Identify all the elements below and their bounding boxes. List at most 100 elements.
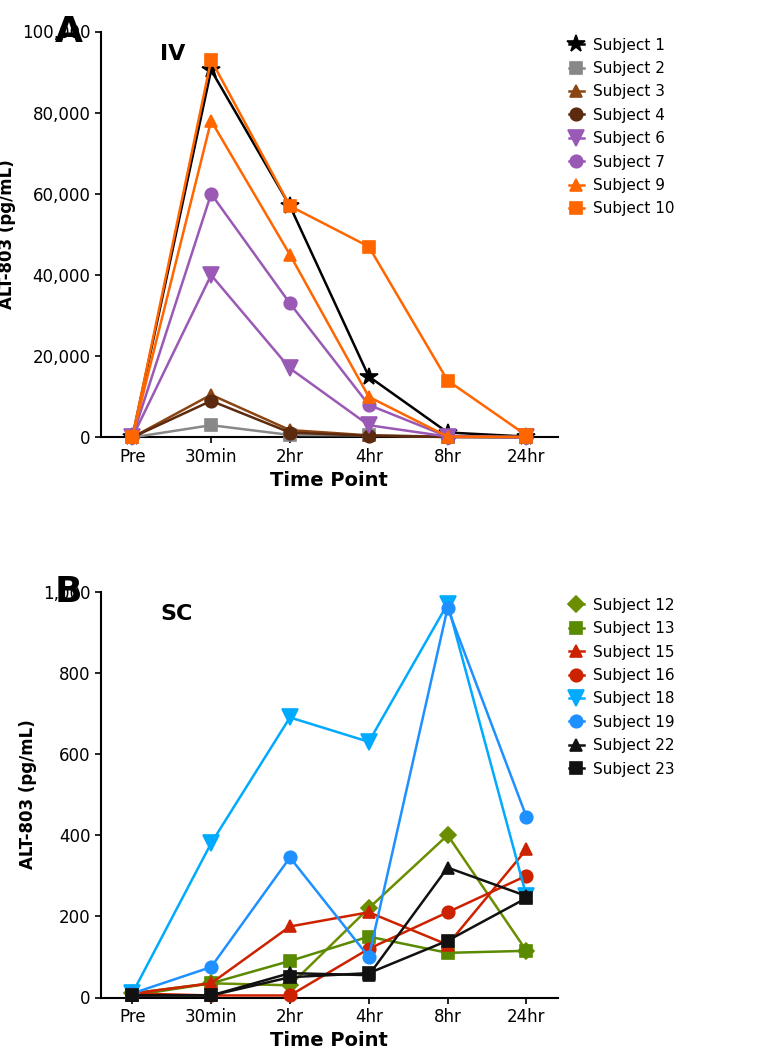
Subject 9 [206, 114, 215, 127]
Line: Subject 23: Subject 23 [127, 892, 532, 1001]
Subject 19 [206, 961, 215, 973]
Subject 16 [285, 989, 294, 1002]
Subject 1 [443, 426, 453, 439]
Subject 7 [285, 297, 294, 310]
Subject 23 [364, 967, 374, 980]
Subject 10 [364, 240, 374, 253]
Subject 13 [128, 989, 137, 1002]
Subject 3 [206, 388, 215, 401]
Y-axis label: ALT-803 (pg/mL): ALT-803 (pg/mL) [0, 160, 16, 310]
Subject 1 [128, 432, 137, 444]
Subject 18 [206, 837, 215, 849]
Line: Subject 4: Subject 4 [126, 395, 532, 444]
Subject 3 [364, 429, 374, 442]
Subject 7 [128, 432, 137, 444]
Subject 6 [285, 362, 294, 375]
Subject 18 [128, 987, 137, 1000]
Subject 16 [364, 943, 374, 956]
Subject 13 [285, 954, 294, 967]
Subject 23 [206, 989, 215, 1002]
Subject 10 [443, 374, 453, 386]
Subject 9 [522, 430, 531, 443]
Line: Subject 7: Subject 7 [126, 188, 532, 444]
Subject 15 [364, 906, 374, 919]
Subject 3 [522, 430, 531, 443]
Subject 15 [128, 987, 137, 1000]
Subject 15 [443, 939, 453, 951]
Subject 19 [285, 852, 294, 864]
Subject 9 [285, 249, 294, 261]
Subject 13 [206, 976, 215, 989]
Subject 1 [206, 64, 215, 77]
Subject 18 [364, 735, 374, 748]
Subject 15 [522, 843, 531, 856]
Line: Subject 3: Subject 3 [126, 388, 532, 444]
Subject 6 [364, 419, 374, 432]
Subject 10 [206, 54, 215, 66]
Subject 10 [285, 200, 294, 212]
Y-axis label: ALT-803 (pg/mL): ALT-803 (pg/mL) [19, 719, 37, 869]
X-axis label: Time Point: Time Point [270, 1031, 388, 1050]
Subject 10 [128, 432, 137, 444]
Text: SC: SC [160, 604, 192, 624]
Line: Subject 2: Subject 2 [127, 420, 532, 443]
Subject 10 [522, 429, 531, 442]
Subject 13 [522, 945, 531, 958]
Line: Subject 6: Subject 6 [125, 268, 534, 445]
Subject 2 [285, 428, 294, 441]
Subject 7 [443, 430, 453, 443]
Subject 4 [128, 432, 137, 444]
Line: Subject 13: Subject 13 [127, 931, 532, 1001]
Subject 4 [364, 429, 374, 442]
Line: Subject 9: Subject 9 [126, 114, 532, 444]
Subject 12 [285, 979, 294, 991]
Subject 6 [522, 430, 531, 443]
X-axis label: Time Point: Time Point [270, 471, 388, 490]
Subject 16 [206, 989, 215, 1002]
Subject 16 [443, 906, 453, 919]
Subject 23 [522, 891, 531, 904]
Subject 4 [285, 426, 294, 439]
Line: Subject 15: Subject 15 [126, 843, 532, 1000]
Subject 2 [206, 419, 215, 432]
Subject 18 [443, 597, 453, 610]
Subject 6 [128, 432, 137, 444]
Subject 12 [206, 976, 215, 989]
Subject 15 [285, 920, 294, 932]
Subject 6 [206, 269, 215, 281]
Subject 16 [128, 987, 137, 1000]
Subject 22 [364, 969, 374, 982]
Subject 1 [364, 371, 374, 383]
Line: Subject 22: Subject 22 [126, 861, 532, 1002]
Line: Subject 12: Subject 12 [127, 830, 532, 999]
Subject 2 [443, 430, 453, 443]
Subject 12 [522, 945, 531, 958]
Subject 19 [128, 987, 137, 1000]
Subject 2 [128, 432, 137, 444]
Text: B: B [55, 575, 82, 609]
Line: Subject 18: Subject 18 [125, 596, 534, 1001]
Subject 23 [443, 934, 453, 947]
Subject 22 [206, 989, 215, 1002]
Subject 16 [522, 869, 531, 882]
Subject 18 [285, 711, 294, 723]
Subject 4 [206, 395, 215, 407]
Subject 7 [522, 430, 531, 443]
Subject 22 [128, 989, 137, 1002]
Line: Subject 10: Subject 10 [126, 54, 532, 444]
Subject 7 [364, 399, 374, 412]
Subject 12 [364, 902, 374, 915]
Subject 19 [443, 602, 453, 614]
Subject 4 [443, 430, 453, 443]
Subject 9 [364, 391, 374, 403]
Subject 6 [443, 430, 453, 443]
Subject 19 [364, 950, 374, 963]
Subject 4 [522, 430, 531, 443]
Subject 19 [522, 811, 531, 823]
Subject 22 [522, 889, 531, 902]
Text: IV: IV [160, 44, 185, 64]
Subject 13 [364, 930, 374, 943]
Line: Subject 19: Subject 19 [126, 602, 532, 1000]
Subject 22 [443, 861, 453, 874]
Subject 12 [128, 987, 137, 1000]
